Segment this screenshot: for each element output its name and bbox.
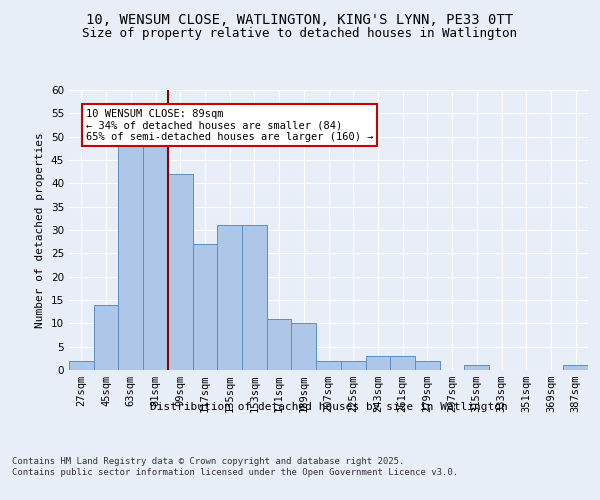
Text: Distribution of detached houses by size in Watlington: Distribution of detached houses by size …	[150, 402, 508, 412]
Text: Contains HM Land Registry data © Crown copyright and database right 2025.
Contai: Contains HM Land Registry data © Crown c…	[12, 458, 458, 477]
Bar	[242, 226, 267, 370]
Bar	[563, 366, 588, 370]
Bar	[292, 324, 316, 370]
Bar	[143, 136, 168, 370]
Text: 10, WENSUM CLOSE, WATLINGTON, KING'S LYNN, PE33 0TT: 10, WENSUM CLOSE, WATLINGTON, KING'S LYN…	[86, 12, 514, 26]
Text: 10 WENSUM CLOSE: 89sqm
← 34% of detached houses are smaller (84)
65% of semi-det: 10 WENSUM CLOSE: 89sqm ← 34% of detached…	[86, 108, 373, 142]
Bar	[341, 360, 365, 370]
Bar	[267, 318, 292, 370]
Bar	[69, 360, 94, 370]
Bar	[168, 174, 193, 370]
Bar	[464, 366, 489, 370]
Bar	[365, 356, 390, 370]
Bar	[193, 244, 217, 370]
Bar	[415, 360, 440, 370]
Y-axis label: Number of detached properties: Number of detached properties	[35, 132, 46, 328]
Bar	[390, 356, 415, 370]
Bar	[316, 360, 341, 370]
Bar	[217, 226, 242, 370]
Text: Size of property relative to detached houses in Watlington: Size of property relative to detached ho…	[83, 28, 517, 40]
Bar	[118, 136, 143, 370]
Bar	[94, 304, 118, 370]
